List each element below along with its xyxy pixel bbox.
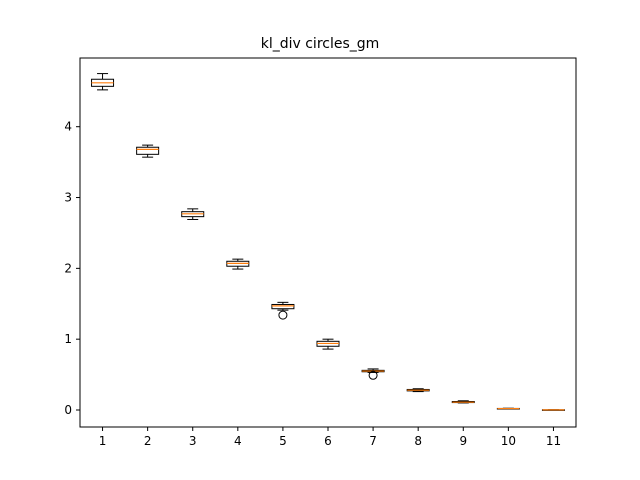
x-tick-label: 10 — [501, 434, 516, 448]
x-tick-label: 8 — [414, 434, 422, 448]
x-tick-label: 7 — [369, 434, 377, 448]
y-tick-label: 3 — [64, 191, 72, 205]
x-tick-label: 9 — [459, 434, 467, 448]
box-10 — [496, 407, 520, 410]
plot-area-frame — [79, 57, 577, 428]
box-5 — [271, 301, 295, 320]
outlier-point — [368, 370, 378, 380]
x-tick-label: 1 — [99, 434, 107, 448]
x-tick-label: 5 — [279, 434, 287, 448]
box-1 — [91, 73, 115, 91]
box-11 — [541, 409, 565, 411]
box-9 — [451, 400, 475, 404]
box-iqr — [136, 146, 160, 155]
outlier-point — [278, 310, 288, 320]
y-tick-label: 1 — [64, 332, 72, 346]
y-tick-label: 0 — [64, 403, 72, 417]
x-tick-label: 6 — [324, 434, 332, 448]
box-4 — [226, 258, 250, 270]
box-8 — [406, 388, 430, 393]
x-axis: 1 2 3 4 5 6 7 8 9 10 11 — [99, 427, 561, 448]
y-tick-label: 4 — [64, 120, 72, 134]
x-tick-label: 2 — [144, 434, 152, 448]
box-iqr — [271, 303, 295, 310]
box-2 — [136, 144, 160, 158]
x-tick-label: 11 — [546, 434, 561, 448]
y-axis: 0 1 2 3 4 — [64, 120, 80, 417]
box-series — [91, 73, 565, 411]
box-7 — [361, 368, 385, 380]
x-tick-label: 4 — [234, 434, 242, 448]
x-tick-label: 3 — [189, 434, 197, 448]
box-3 — [181, 208, 205, 220]
chart-title: kl_div circles_gm — [261, 36, 380, 52]
y-tick-label: 2 — [64, 261, 72, 275]
box-6 — [316, 338, 340, 350]
